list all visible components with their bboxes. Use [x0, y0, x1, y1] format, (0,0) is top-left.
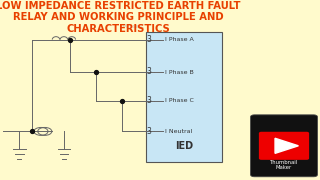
- Text: IED: IED: [175, 141, 193, 151]
- Text: 3: 3: [147, 68, 152, 76]
- Text: LOW IMPEDANCE RESTRICTED EARTH FAULT
RELAY AND WORKING PRINCIPLE AND
CHARACTERIS: LOW IMPEDANCE RESTRICTED EARTH FAULT REL…: [0, 1, 241, 34]
- Text: I Neutral: I Neutral: [165, 129, 192, 134]
- FancyBboxPatch shape: [259, 132, 309, 160]
- Text: 3: 3: [147, 35, 152, 44]
- Text: 3: 3: [147, 127, 152, 136]
- FancyBboxPatch shape: [146, 32, 222, 162]
- Text: Phase C: Phase C: [123, 24, 144, 30]
- Polygon shape: [275, 138, 299, 153]
- Text: I Phase B: I Phase B: [165, 69, 194, 75]
- Text: I Phase A: I Phase A: [165, 37, 194, 42]
- Text: 3: 3: [147, 96, 152, 105]
- Text: Thumbnail
Maker: Thumbnail Maker: [270, 159, 298, 170]
- FancyBboxPatch shape: [251, 115, 317, 177]
- Text: I Phase C: I Phase C: [165, 98, 194, 103]
